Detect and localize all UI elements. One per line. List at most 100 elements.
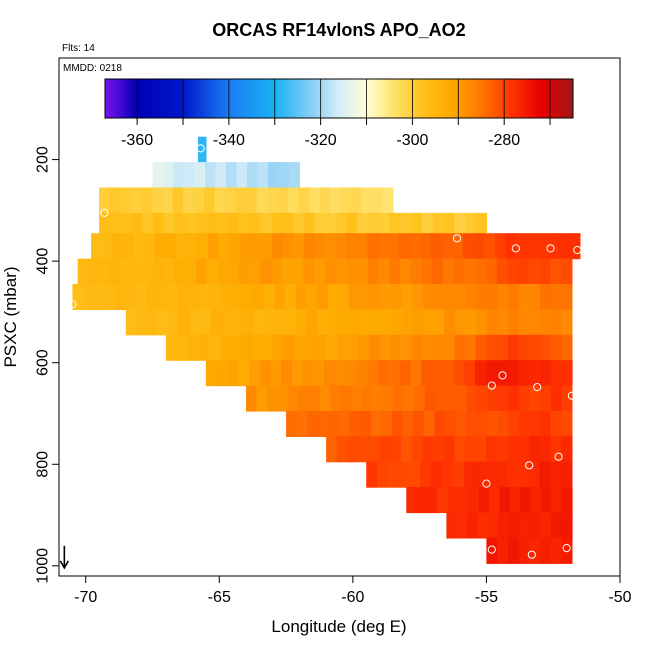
colorbar-segment bbox=[499, 79, 502, 118]
colorbar-segment bbox=[357, 79, 360, 118]
heatmap-cell bbox=[270, 360, 282, 387]
colorbar-segment bbox=[359, 79, 362, 118]
heatmap-cell bbox=[465, 334, 477, 361]
heatmap-cell bbox=[152, 212, 165, 239]
heatmap-cell bbox=[400, 212, 412, 239]
heatmap-cell bbox=[402, 309, 414, 336]
colorbar-segment bbox=[193, 79, 196, 118]
colorbar-segment bbox=[481, 79, 484, 118]
colorbar-segment bbox=[153, 79, 156, 118]
heatmap-cell bbox=[412, 284, 424, 310]
colorbar-segment bbox=[437, 79, 440, 118]
heatmap-cell bbox=[173, 162, 185, 189]
heatmap-cell bbox=[326, 334, 338, 361]
sample-point bbox=[487, 545, 496, 554]
heatmap-cell bbox=[388, 360, 401, 387]
heatmap-cell bbox=[561, 258, 573, 285]
heatmap-cell bbox=[345, 360, 358, 387]
heatmap-cell bbox=[378, 258, 390, 285]
heatmap-cell bbox=[561, 360, 573, 387]
heatmap-cell bbox=[162, 187, 174, 214]
heatmap-cell bbox=[309, 385, 321, 412]
chart-title: ORCAS RF14vlonS APO_AO2 bbox=[212, 20, 465, 40]
heatmap-cell bbox=[561, 537, 573, 564]
heatmap-cell bbox=[399, 233, 411, 260]
heatmap-cell bbox=[253, 284, 265, 310]
colorbar-segment bbox=[535, 79, 538, 118]
heatmap-cell bbox=[131, 212, 143, 239]
heatmap-cell bbox=[72, 284, 84, 310]
colorbar-segment bbox=[497, 79, 500, 118]
colorbar-segment bbox=[251, 79, 254, 118]
heatmap-cell bbox=[358, 436, 370, 463]
heatmap-cell bbox=[378, 233, 390, 260]
colorbar-segment bbox=[191, 79, 194, 118]
colorbar-segment bbox=[403, 79, 406, 118]
heatmap-cell bbox=[507, 461, 519, 488]
heatmap-cell bbox=[518, 309, 530, 336]
heatmap-cell bbox=[302, 360, 315, 387]
heatmap-cell bbox=[519, 385, 531, 412]
heatmap-cell bbox=[422, 334, 434, 361]
colorbar-segment bbox=[387, 79, 390, 118]
heatmap-cell bbox=[91, 233, 103, 260]
heatmap-cell bbox=[101, 233, 113, 260]
heatmap-cell bbox=[247, 162, 259, 189]
colorbar-segment bbox=[455, 79, 458, 118]
heatmap-cell bbox=[488, 512, 500, 539]
colorbar-segment bbox=[391, 79, 394, 118]
heatmap-cell bbox=[338, 284, 350, 310]
heatmap-cell bbox=[400, 334, 413, 361]
colorbar-segment bbox=[141, 79, 144, 118]
heatmap-cell bbox=[409, 461, 421, 488]
colorbar-segment bbox=[289, 79, 292, 118]
heatmap-cell bbox=[298, 187, 310, 214]
colorbar-segment bbox=[533, 79, 536, 118]
heatmap-cell bbox=[551, 512, 563, 539]
flights-note: Flts: 14 bbox=[62, 43, 95, 54]
colorbar-segment bbox=[473, 79, 476, 118]
heatmap-cell bbox=[184, 162, 196, 189]
heatmap-cell bbox=[519, 512, 531, 539]
colorbar-segment bbox=[215, 79, 218, 118]
heatmap-cell bbox=[496, 360, 508, 387]
heatmap-cell bbox=[293, 233, 305, 260]
x-tick-label: -50 bbox=[608, 589, 631, 606]
heatmap-cell bbox=[454, 334, 466, 361]
heatmap-cell bbox=[347, 334, 359, 361]
heatmap-cell bbox=[314, 212, 326, 239]
sample-point bbox=[100, 208, 109, 217]
colorbar-segment bbox=[333, 79, 336, 118]
colorbar-segment bbox=[353, 79, 356, 118]
heatmap-cell bbox=[185, 212, 197, 239]
colorbar-segment bbox=[385, 79, 388, 118]
colorbar-segment bbox=[443, 79, 446, 118]
heatmap-cell bbox=[218, 233, 230, 260]
heatmap-cell bbox=[411, 212, 423, 239]
heatmap-cell bbox=[157, 309, 169, 336]
colorbar-segment bbox=[383, 79, 386, 118]
colorbar-segment bbox=[569, 79, 572, 118]
heatmap-cell bbox=[443, 212, 455, 239]
colorbar-segment bbox=[507, 79, 510, 118]
heatmap-cell bbox=[361, 187, 373, 214]
heatmap-cell bbox=[529, 309, 541, 336]
heatmap-cell bbox=[186, 233, 198, 260]
heatmap-cell bbox=[537, 233, 549, 260]
heatmap-cell bbox=[278, 162, 290, 189]
heatmap-cell bbox=[163, 258, 175, 285]
colorbar-segment bbox=[133, 79, 136, 118]
colorbar-segment bbox=[187, 79, 190, 118]
heatmap-cell bbox=[505, 233, 517, 260]
heatmap-cell bbox=[277, 385, 289, 412]
heatmap-cell bbox=[99, 212, 111, 239]
x-tick-label: -60 bbox=[341, 589, 364, 606]
colorbar-tick-label: -360 bbox=[121, 132, 153, 149]
colorbar-segment bbox=[425, 79, 428, 118]
heatmap-cell bbox=[550, 411, 562, 437]
sample-point bbox=[482, 479, 491, 488]
heatmap-cell bbox=[550, 385, 562, 412]
colorbar-segment bbox=[113, 79, 116, 118]
heatmap-cell bbox=[219, 334, 231, 361]
heatmap-cell bbox=[263, 309, 276, 336]
